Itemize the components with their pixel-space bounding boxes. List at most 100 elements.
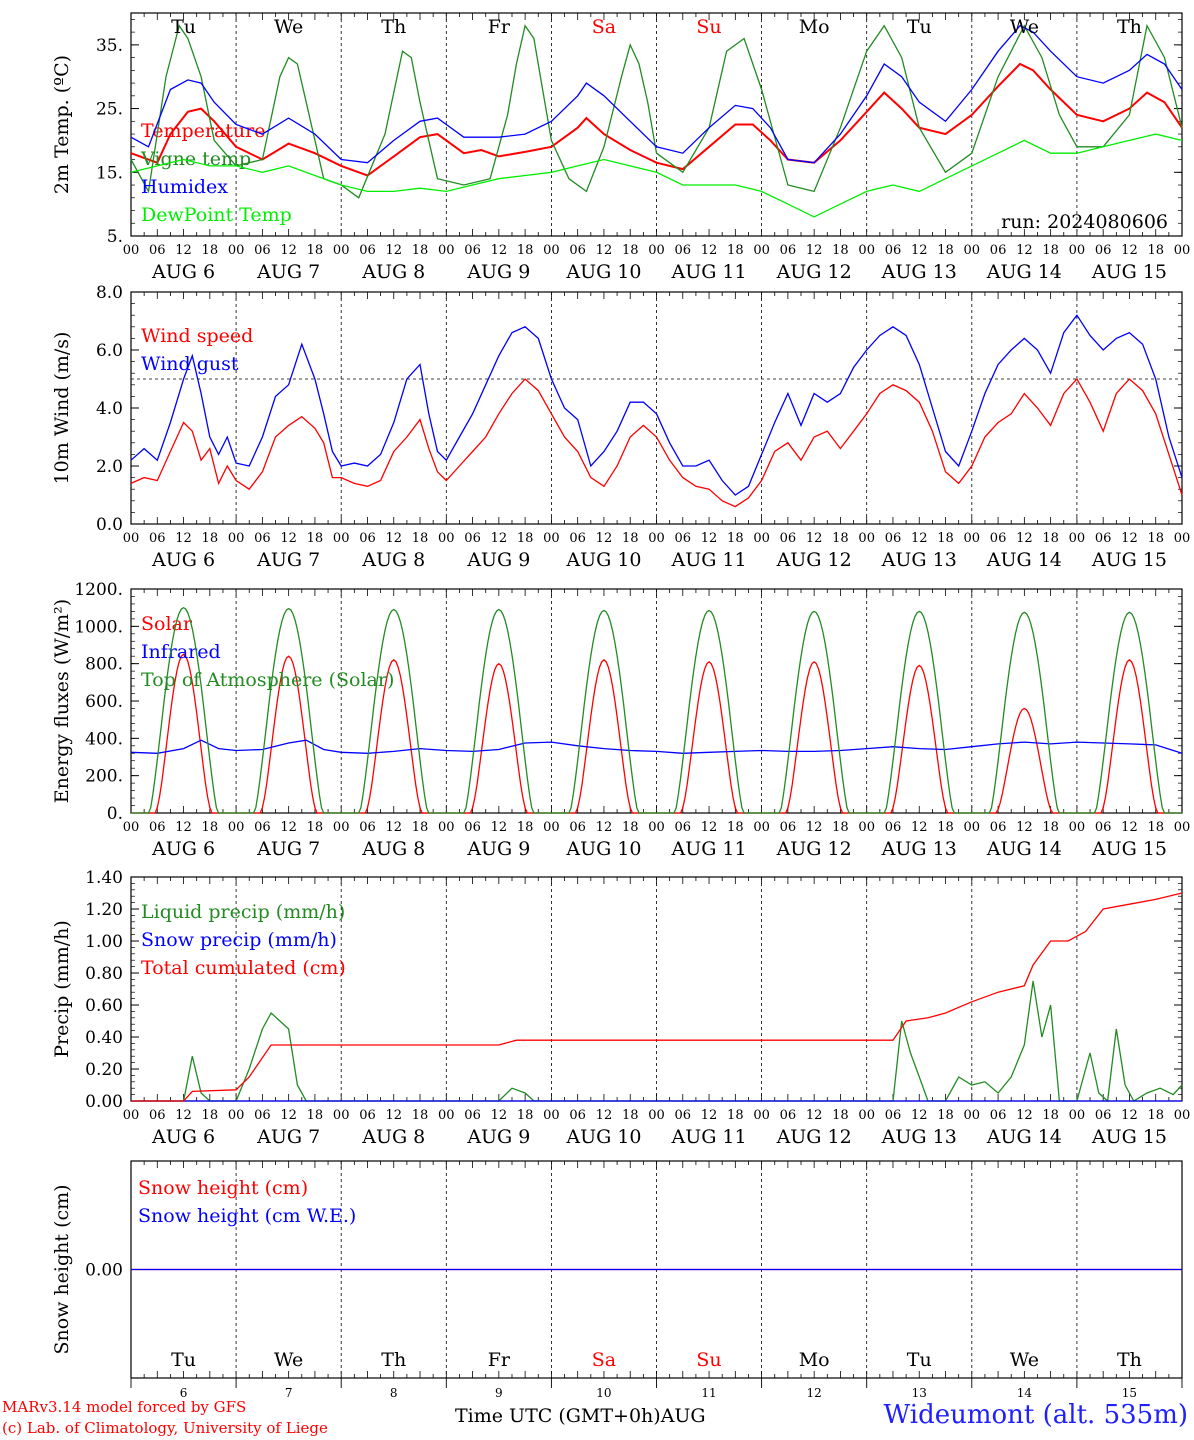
energy-y-tick-label: 1000. xyxy=(74,617,123,637)
wind-hour-label: 18 xyxy=(1042,531,1059,546)
wind-date-label: AUG 10 xyxy=(565,549,641,571)
wind-hour-label: 00 xyxy=(333,531,350,546)
wind-hour-label: 06 xyxy=(254,531,271,546)
wind-hour-label: 18 xyxy=(937,531,954,546)
temperature-hour-label: 12 xyxy=(175,243,192,258)
precip-date-label: AUG 9 xyxy=(466,1126,530,1148)
temperature-hour-label: 18 xyxy=(202,243,219,258)
energy-hour-label: 00 xyxy=(858,820,875,835)
wind-date-label: AUG 13 xyxy=(881,549,957,571)
precip-series-line xyxy=(131,892,1183,1102)
energy-series-line xyxy=(130,739,1183,754)
precip-hour-label: 00 xyxy=(333,1108,350,1123)
wind-hour-label: 00 xyxy=(753,531,770,546)
temperature-y-tick-label: 15. xyxy=(96,163,123,183)
snow-day-number: 9 xyxy=(495,1386,503,1400)
energy-hour-label: 06 xyxy=(359,820,376,835)
temperature-date-label: AUG 14 xyxy=(986,261,1062,283)
energy-hour-label: 18 xyxy=(202,820,219,835)
energy-date-label: AUG 6 xyxy=(151,838,215,860)
wind-hour-label: 12 xyxy=(1016,531,1033,546)
temperature-hour-label: 06 xyxy=(254,243,271,258)
time-axis-label: Time UTC (GMT+0h)AUG xyxy=(455,1405,706,1427)
temperature-weekday-label: Tu xyxy=(907,16,932,38)
snow-weekday-label: Fr xyxy=(488,1349,511,1371)
wind-hour-label: 00 xyxy=(543,531,560,546)
energy-hour-label: 12 xyxy=(280,820,297,835)
energy-hour-label: 00 xyxy=(964,820,981,835)
precip-date-label: AUG 14 xyxy=(986,1126,1062,1148)
temperature-weekday-label: Sa xyxy=(592,16,616,38)
wind-hour-label: 18 xyxy=(307,531,324,546)
energy-hour-label: 12 xyxy=(385,820,402,835)
energy-date-label: AUG 13 xyxy=(881,838,957,860)
temperature-series-line xyxy=(130,62,1183,177)
temperature-hour-label: 00 xyxy=(333,243,350,258)
temperature-hour-label: 18 xyxy=(412,243,429,258)
temperature-weekday-label: Th xyxy=(381,16,406,38)
temperature-weekday-label: Mo xyxy=(799,16,830,38)
wind-hour-label: 00 xyxy=(228,531,245,546)
snow-day-number: 8 xyxy=(390,1386,398,1400)
snow-day-number: 11 xyxy=(701,1386,716,1400)
temperature-hour-label: 12 xyxy=(806,243,823,258)
precip-y-tick-label: 1.00 xyxy=(85,932,123,952)
precip-date-label: AUG 8 xyxy=(361,1126,425,1148)
temperature-series-line xyxy=(130,133,1183,218)
precip-hour-label: 00 xyxy=(123,1108,140,1123)
temperature-hour-label: 06 xyxy=(780,243,797,258)
precip-hour-label: 12 xyxy=(491,1108,508,1123)
precip-date-label: AUG 6 xyxy=(151,1126,215,1148)
energy-hour-label: 18 xyxy=(727,820,744,835)
temperature-hour-label: 18 xyxy=(937,243,954,258)
energy-legend-entry: Infrared xyxy=(141,641,221,663)
temperature-weekday-label: We xyxy=(274,16,303,38)
precip-hour-label: 12 xyxy=(806,1108,823,1123)
precip-hour-label: 12 xyxy=(701,1108,718,1123)
energy-hour-label: 00 xyxy=(1069,820,1086,835)
energy-hour-label: 12 xyxy=(911,820,928,835)
snow-legend-entry: Snow height (cm) xyxy=(138,1177,308,1199)
energy-legend-entry: Solar xyxy=(141,613,193,635)
wind-hour-label: 18 xyxy=(1147,531,1164,546)
precip-hour-label: 06 xyxy=(1095,1108,1112,1123)
temperature-weekday-label: Tu xyxy=(171,16,196,38)
energy-y-tick-label: 200. xyxy=(85,767,123,787)
wind-hour-label: 18 xyxy=(412,531,429,546)
wind-hour-label: 06 xyxy=(885,531,902,546)
precip-hour-label: 12 xyxy=(596,1108,613,1123)
wind-hour-label: 00 xyxy=(858,531,875,546)
temperature-hour-label: 06 xyxy=(885,243,902,258)
temperature-hour-label: 12 xyxy=(701,243,718,258)
precip-hour-label: 12 xyxy=(280,1108,297,1123)
wind-date-label: AUG 8 xyxy=(361,549,425,571)
precip-date-label: AUG 11 xyxy=(670,1126,746,1148)
snow-day-number: 15 xyxy=(1122,1386,1137,1400)
precip-hour-label: 18 xyxy=(727,1108,744,1123)
snow-weekday-label: Tu xyxy=(171,1349,196,1371)
energy-hour-label: 06 xyxy=(990,820,1007,835)
wind-date-label: AUG 11 xyxy=(670,549,746,571)
temperature-hour-label: 00 xyxy=(1069,243,1086,258)
energy-date-label: AUG 15 xyxy=(1091,838,1167,860)
wind-hour-label: 06 xyxy=(675,531,692,546)
energy-hour-label: 06 xyxy=(1095,820,1112,835)
precip-y-tick-label: 0.00 xyxy=(85,1092,123,1112)
snow-day-number: 6 xyxy=(180,1386,188,1400)
precip-hour-label: 12 xyxy=(911,1108,928,1123)
snow-weekday-label: Sa xyxy=(592,1349,616,1371)
energy-frame xyxy=(130,588,1183,814)
energy-hour-label: 06 xyxy=(149,820,166,835)
precip-hour-label: 00 xyxy=(1174,1108,1191,1123)
energy-y-tick-label: 0. xyxy=(107,804,123,824)
temperature-hour-label: 00 xyxy=(858,243,875,258)
wind-hour-label: 12 xyxy=(175,531,192,546)
energy-hour-label: 00 xyxy=(753,820,770,835)
temperature-y-tick-label: 35. xyxy=(96,36,123,56)
energy-y-tick-label: 600. xyxy=(85,692,123,712)
precip-series-line xyxy=(131,980,1183,1103)
snow-day-number: 12 xyxy=(807,1386,822,1400)
temperature-date-label: AUG 7 xyxy=(256,261,320,283)
wind-hour-label: 00 xyxy=(123,531,140,546)
precip-hour-label: 18 xyxy=(307,1108,324,1123)
